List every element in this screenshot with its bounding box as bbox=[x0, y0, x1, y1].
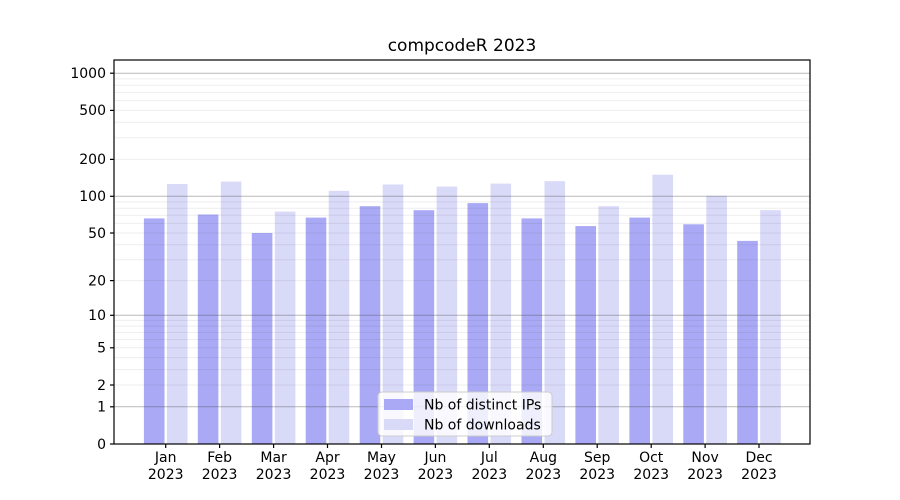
bar-distinct-ips-jan bbox=[143, 218, 165, 444]
bar-distinct-ips-sep bbox=[575, 226, 596, 444]
bar-distinct-ips-feb bbox=[197, 214, 219, 444]
x-tick-label: Mar 2023 bbox=[256, 450, 292, 483]
y-tick-label: 10 bbox=[88, 308, 106, 324]
x-tick-label: May 2023 bbox=[364, 450, 400, 483]
bar-downloads-nov bbox=[706, 195, 727, 444]
y-tick-label: 1000 bbox=[70, 66, 106, 82]
y-tick-label: 0 bbox=[97, 437, 106, 453]
x-tick-label: Jun 2023 bbox=[418, 450, 454, 483]
bar-downloads-jan bbox=[166, 184, 188, 444]
y-tick-label: 20 bbox=[88, 273, 106, 289]
legend-swatch-downloads-icon bbox=[384, 419, 413, 430]
bar-downloads-dec bbox=[760, 210, 781, 444]
y-tick-label: 50 bbox=[88, 226, 106, 242]
bar-distinct-ips-nov bbox=[683, 224, 704, 444]
legend-label-distinct-ips: Nb of distinct IPs bbox=[424, 398, 541, 414]
plot-border bbox=[113, 59, 811, 445]
bar-downloads-mar bbox=[274, 211, 296, 444]
x-tick-label: Oct 2023 bbox=[633, 450, 669, 483]
bar-distinct-ips-may bbox=[359, 206, 381, 444]
bar-downloads-jul bbox=[490, 183, 512, 444]
bar-distinct-ips-dec bbox=[737, 240, 758, 444]
bar-downloads-aug bbox=[544, 181, 566, 444]
gridlines bbox=[114, 72, 810, 408]
x-tick-label: Sep 2023 bbox=[579, 450, 615, 483]
bar-distinct-ips-aug bbox=[521, 218, 543, 444]
bar-distinct-ips-oct bbox=[629, 217, 650, 444]
x-tick-label: Aug 2023 bbox=[525, 450, 561, 483]
x-tick-label: Jul 2023 bbox=[471, 450, 507, 483]
bar-downloads-oct bbox=[652, 174, 673, 444]
bar-distinct-ips-mar bbox=[251, 233, 273, 444]
legend-swatch-distinct-ips-icon bbox=[384, 399, 413, 410]
y-tick-label: 5 bbox=[97, 341, 106, 357]
x-tick-label: Dec 2023 bbox=[741, 450, 777, 483]
bar-distinct-ips-apr bbox=[305, 217, 327, 444]
legend-label-downloads: Nb of downloads bbox=[424, 418, 541, 434]
chart-title: compcodeR 2023 bbox=[388, 36, 537, 56]
bar-downloads-may bbox=[382, 184, 404, 444]
bar-downloads-apr bbox=[328, 190, 350, 444]
legend-box bbox=[377, 391, 553, 437]
x-tick-label: Feb 2023 bbox=[202, 450, 238, 483]
y-tick-label: 500 bbox=[79, 103, 106, 119]
x-tick-label: Apr 2023 bbox=[310, 450, 346, 483]
bar-distinct-ips-jul bbox=[467, 203, 489, 444]
bar-downloads-sep bbox=[598, 206, 619, 444]
bars bbox=[143, 174, 781, 444]
y-tick-label: 2 bbox=[97, 378, 106, 394]
axis-labels: 0 1 2 5 10 20 50 100 200 500 1000 Jan 2023 Feb 2023 Mar… bbox=[70, 66, 776, 483]
bar-downloads-jun bbox=[436, 186, 458, 444]
x-tick-label: Jan 2023 bbox=[148, 450, 184, 483]
axes bbox=[110, 59, 811, 448]
bar-downloads-feb bbox=[220, 181, 242, 444]
y-tick-label: 1 bbox=[97, 400, 106, 416]
x-tick-label: Nov 2023 bbox=[687, 450, 723, 483]
y-tick-label: 100 bbox=[79, 189, 106, 205]
y-tick-label: 200 bbox=[79, 152, 106, 168]
bar-distinct-ips-jun bbox=[413, 210, 435, 444]
legend: Nb of distinct IPs Nb of downloads bbox=[377, 391, 553, 437]
